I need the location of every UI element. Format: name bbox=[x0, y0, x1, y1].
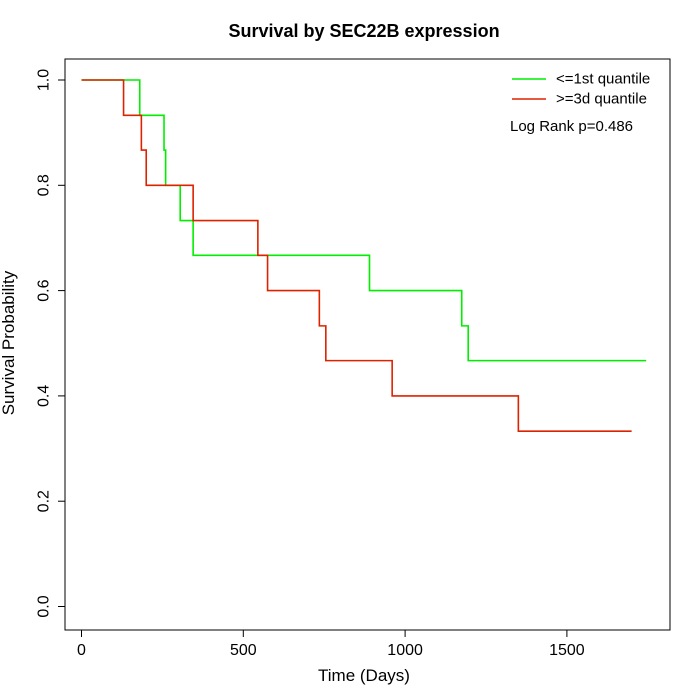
legend-label: <=1st quantile bbox=[556, 71, 650, 88]
y-tick-label: 0.0 bbox=[36, 595, 53, 617]
log-rank-annotation: Log Rank p=0.486 bbox=[510, 118, 633, 135]
x-tick-label: 500 bbox=[230, 642, 257, 659]
y-tick-label: 0.6 bbox=[36, 279, 53, 301]
y-tick-label: 0.8 bbox=[36, 174, 53, 196]
y-axis-label: Survival Probability bbox=[0, 270, 18, 415]
survival-curve-series-1 bbox=[81, 79, 647, 362]
x-tick-label: 0 bbox=[77, 642, 86, 659]
plot-frame bbox=[64, 58, 671, 631]
legend-label: >=3d quantile bbox=[556, 91, 647, 108]
x-axis: 0 500 1000 1500 bbox=[77, 629, 585, 659]
x-axis-label: Time (Days) bbox=[318, 666, 410, 685]
y-tick-label: 0.4 bbox=[36, 385, 53, 407]
survival-curve-series-2 bbox=[81, 79, 632, 432]
x-tick-label: 1500 bbox=[549, 642, 585, 659]
survival-curves bbox=[81, 79, 647, 432]
x-tick-label: 1000 bbox=[387, 642, 423, 659]
chart-title: Survival by SEC22B expression bbox=[228, 21, 499, 41]
legend: <=1st quantile >=3d quantile bbox=[512, 71, 650, 108]
y-tick-label: 1.0 bbox=[36, 69, 53, 91]
y-tick-label: 0.2 bbox=[36, 490, 53, 512]
y-axis: 0.0 0.2 0.4 0.6 0.8 1.0 bbox=[36, 69, 66, 618]
